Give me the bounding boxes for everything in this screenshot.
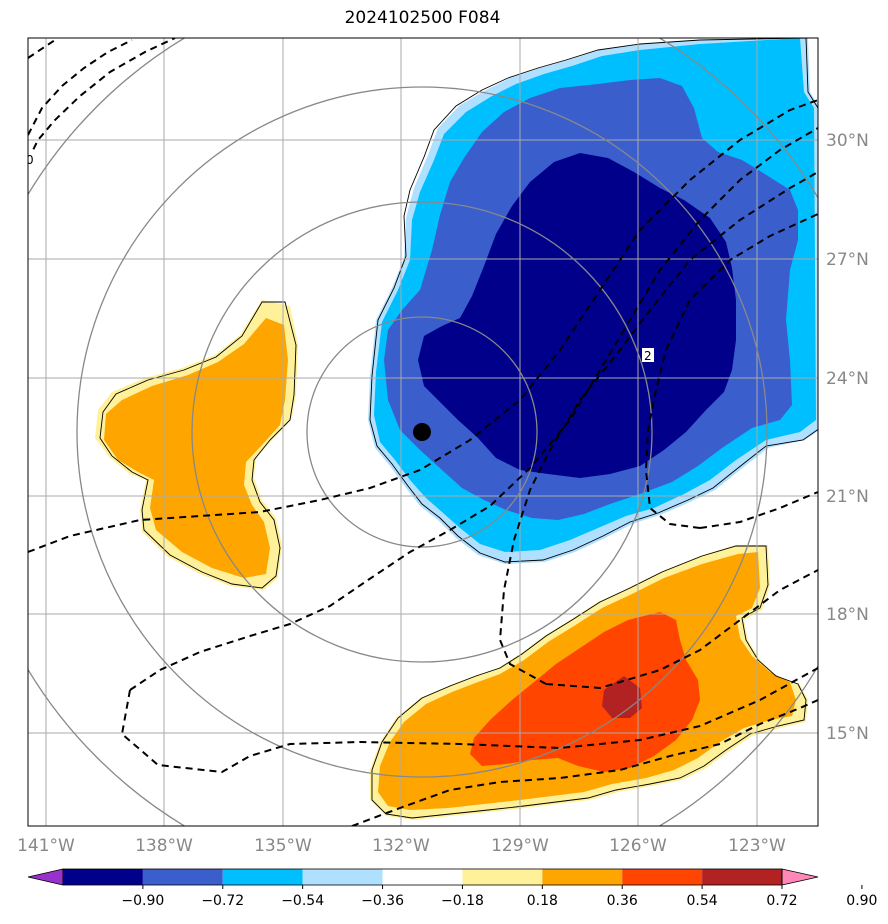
colorbar-tick-label: 0.90 xyxy=(846,893,877,909)
positive-anomaly-southeast xyxy=(370,545,808,820)
map-frame xyxy=(27,37,819,827)
colorbar-outline xyxy=(62,868,783,886)
colorbar-swatch xyxy=(542,869,623,885)
anomaly-fill-dark-red xyxy=(602,676,642,718)
colorbar-tick-label: −0.72 xyxy=(201,893,244,909)
map-area: 0 2 xyxy=(26,38,818,826)
contour-labels: 0 2 xyxy=(26,152,654,363)
map-title: 2024102500 F084 xyxy=(344,8,501,28)
colorbar-tick-label: −0.90 xyxy=(121,893,164,909)
dashed-contour xyxy=(545,569,818,690)
colorbar-tick-label: 0.54 xyxy=(687,893,718,909)
lat-label: 30°N xyxy=(826,131,869,151)
colorbar: −0.90 −0.72 −0.54 −0.36 −0.18 0.18 0.36 0.54 0.7… xyxy=(27,868,877,909)
range-ring xyxy=(306,316,538,548)
colorbar-tick-label: 0.18 xyxy=(527,893,558,909)
colorbar-swatch xyxy=(302,869,383,885)
lat-label: 15°N xyxy=(826,724,869,744)
colorbar-tick-label: 0.36 xyxy=(607,893,638,909)
lon-label: 123°W xyxy=(728,836,786,856)
dashed-contour xyxy=(28,39,133,136)
colorbar-extend-max xyxy=(781,868,819,886)
dashed-contour xyxy=(644,213,818,529)
colorbar-swatch xyxy=(622,869,703,885)
lon-label: 135°W xyxy=(254,836,312,856)
colorbar-tick-label: −0.36 xyxy=(361,893,404,909)
colorbar-swatch xyxy=(142,869,223,885)
dashed-contour xyxy=(120,667,818,774)
dashed-contour xyxy=(351,699,818,826)
storm-center-marker xyxy=(413,423,431,441)
dashed-contour xyxy=(28,39,56,59)
anomaly-fill-red-orange xyxy=(470,612,700,772)
colorbar-swatch xyxy=(222,869,303,885)
colorbar-swatch xyxy=(462,869,543,885)
dashed-contours xyxy=(28,38,818,826)
colorbar-swatch xyxy=(702,869,782,885)
dashed-contour xyxy=(498,171,818,685)
lon-label: 129°W xyxy=(491,836,549,856)
lon-label: 141°W xyxy=(17,836,75,856)
lat-label: 21°N xyxy=(826,487,869,507)
dashed-contour xyxy=(699,491,818,529)
lon-label: 132°W xyxy=(372,836,430,856)
lat-label: 24°N xyxy=(826,369,869,389)
colorbar-tick-label: −0.18 xyxy=(441,893,484,909)
range-rings xyxy=(28,38,818,826)
negative-anomaly-north xyxy=(368,38,818,564)
anomaly-outline xyxy=(99,301,297,589)
lat-label: 18°N xyxy=(826,605,869,625)
anomaly-fill-dark-blue xyxy=(418,153,736,478)
lat-label: 27°N xyxy=(826,250,869,270)
anomaly-outline xyxy=(371,545,807,819)
colorbar-tick-label: −0.54 xyxy=(281,893,324,909)
colorbar-swatch xyxy=(382,869,463,885)
contour-label: 2 xyxy=(644,349,652,363)
positive-anomaly-west xyxy=(95,300,298,590)
graticule xyxy=(28,38,818,826)
dashed-contour xyxy=(129,127,818,691)
longitude-labels: 141°W 138°W 135°W 132°W 129°W 126°W 123°… xyxy=(17,836,786,856)
dashed-contour xyxy=(28,38,176,161)
latitude-labels: 30°N 27°N 24°N 21°N 18°N 15°N xyxy=(826,131,869,744)
colorbar-swatch xyxy=(63,869,143,885)
range-ring xyxy=(76,86,768,778)
colorbar-tick-label: 0.72 xyxy=(766,893,797,909)
range-ring xyxy=(191,201,653,663)
lon-label: 138°W xyxy=(135,836,193,856)
contour-label: 0 xyxy=(26,153,34,167)
dashed-contour xyxy=(28,99,818,553)
anomaly-outline xyxy=(369,38,818,563)
lon-label: 126°W xyxy=(609,836,667,856)
colorbar-extend-min xyxy=(27,868,64,886)
